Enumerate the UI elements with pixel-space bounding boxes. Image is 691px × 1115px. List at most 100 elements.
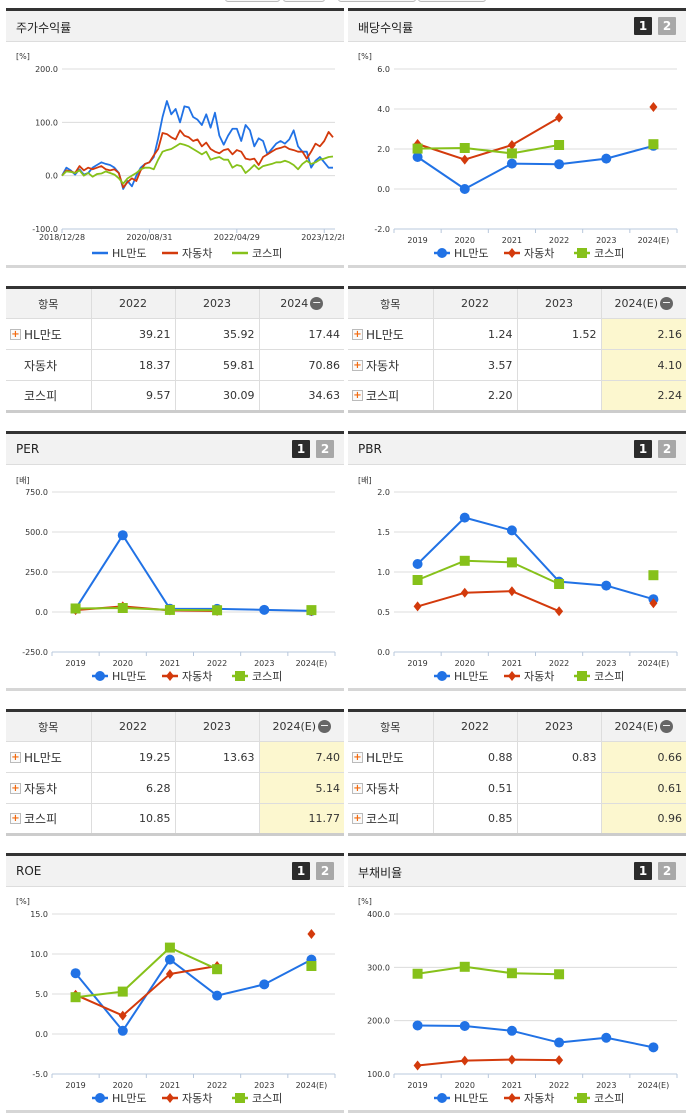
expand-plus-icon[interactable]: +	[352, 359, 363, 371]
hl-mando-point	[459, 512, 470, 523]
y-tick-label: 0.0	[377, 185, 390, 194]
value-cell: 34.63	[259, 380, 344, 412]
legend-item: HL만도	[434, 670, 489, 683]
row-label: HL만도	[366, 750, 404, 765]
value-cell: 17.44	[259, 318, 344, 350]
pbr-table: 항목 2022 2023 2024(E) − + HL만도 0.88 0.83 0.66 + 자동차 0…	[348, 709, 686, 836]
x-tick-label: 2021	[502, 236, 522, 245]
column-header: 2023	[517, 287, 602, 319]
row-label-cell: + HL만도	[348, 741, 434, 773]
page-1-button[interactable]: 1	[634, 17, 652, 35]
page-1-button[interactable]: 1	[634, 862, 652, 880]
page-1-button[interactable]: 1	[292, 440, 310, 458]
column-header: 2023	[517, 710, 602, 742]
table-row: + 코스피 0.85 0.96	[348, 803, 686, 835]
x-tick-label: 2024(E)	[638, 236, 670, 245]
y-tick-label: 2.0	[377, 488, 390, 497]
x-tick-label: 2022	[549, 659, 569, 668]
y-tick-label: 100.0	[35, 118, 58, 127]
x-tick-label: 2019	[407, 659, 427, 668]
kospi-point	[554, 969, 565, 980]
hl-mando-point	[459, 1021, 470, 1031]
expand-plus-icon[interactable]: +	[352, 782, 363, 794]
value-cell: 30.09	[175, 380, 260, 412]
legend-item: HL만도	[434, 247, 489, 260]
value-cell: 39.21	[91, 318, 176, 350]
table-header-row: 항목 2022 2023 2024(E) −	[348, 710, 686, 742]
kospi-point	[459, 143, 470, 153]
page-2-button[interactable]: 2	[316, 862, 334, 880]
column-header: 2024−	[259, 287, 344, 319]
collapse-minus-icon[interactable]: −	[660, 719, 674, 734]
legend-item: 코스피	[232, 1092, 282, 1105]
series-line	[417, 590, 560, 613]
value-cell: 18.37	[91, 349, 176, 381]
collapse-minus-icon[interactable]: −	[310, 296, 324, 311]
legend-label: 자동차	[524, 1092, 554, 1105]
row-label: 자동차	[24, 358, 58, 373]
top-button-1[interactable]	[225, 0, 280, 2]
expand-plus-icon[interactable]: +	[352, 813, 363, 824]
kospi-point	[412, 143, 423, 154]
column-header: 항목	[348, 287, 434, 319]
expand-plus-icon[interactable]: +	[10, 813, 21, 824]
expand-plus-icon[interactable]: +	[10, 751, 21, 763]
kospi-point	[70, 603, 81, 614]
table-row: 자동차 18.37 59.81 70.86	[6, 349, 344, 381]
kospi-point	[459, 555, 470, 566]
table-header-row: 항목 2022 2023 2024(E) −	[6, 710, 344, 742]
value-cell: 70.86	[259, 349, 344, 381]
per-chart: 750.0 500.0 250.0 0.0 -250.0 2019 2020 2021 2022…	[22, 488, 336, 683]
kospi-point	[554, 579, 565, 589]
row-label-cell: 코스피	[6, 380, 92, 412]
y-tick-label: 300.0	[367, 963, 390, 972]
x-tick-label: 2020	[455, 236, 475, 245]
row-label: 코스피	[24, 389, 58, 403]
collapse-minus-icon[interactable]: −	[318, 719, 332, 734]
expand-plus-icon[interactable]: +	[352, 751, 363, 763]
hl-mando-point	[117, 1025, 128, 1036]
column-header-label: 항목	[380, 297, 401, 311]
kospi-point	[577, 248, 587, 258]
table-row: + 코스피 2.20 2.24	[348, 380, 686, 412]
table-row: + 자동차 6.28 5.14	[6, 772, 344, 804]
series-line	[75, 965, 218, 1017]
expand-plus-icon[interactable]: +	[352, 390, 363, 401]
dividend-yield-chart: 6.0 4.0 2.0 0.0 -2.0 2019 2020 2021 2022 2023 2024…	[374, 65, 678, 260]
table-row: + 자동차 0.51 0.61	[348, 772, 686, 804]
page-1-button[interactable]: 1	[634, 440, 652, 458]
top-button-2[interactable]	[283, 0, 325, 2]
page-2-button[interactable]: 2	[658, 440, 676, 458]
collapse-minus-icon[interactable]: −	[660, 296, 674, 311]
value-cell: 2.16	[601, 318, 686, 350]
row-label-cell: + 자동차	[348, 349, 434, 381]
expand-plus-icon[interactable]: +	[10, 782, 21, 794]
legend-label: 코스피	[252, 1092, 282, 1105]
top-button-4[interactable]	[418, 0, 486, 2]
expand-plus-icon[interactable]: +	[10, 328, 21, 340]
hl-mando-point	[164, 954, 175, 965]
value-cell	[517, 772, 602, 804]
column-header: 2023	[175, 710, 260, 742]
y-tick-label: 0.0	[45, 172, 58, 181]
page-2-button[interactable]: 2	[658, 17, 676, 35]
kospi-point	[412, 968, 423, 979]
column-header: 2023	[175, 287, 260, 319]
kospi-point	[506, 557, 517, 568]
expand-plus-icon[interactable]: +	[352, 328, 363, 340]
top-button-3[interactable]	[338, 0, 416, 2]
y-tick-label: 750.0	[25, 488, 48, 497]
series-line	[417, 1058, 560, 1067]
legend-item: 자동차	[162, 247, 212, 260]
page-1-button[interactable]: 1	[292, 862, 310, 880]
y-tick-label: 1.0	[377, 568, 390, 577]
page-2-button[interactable]: 2	[316, 440, 334, 458]
legend-item: 자동차	[162, 1092, 212, 1105]
kospi-point	[412, 575, 423, 585]
page-2-button[interactable]: 2	[658, 862, 676, 880]
value-cell: 13.63	[175, 741, 260, 773]
kospi-point	[506, 148, 517, 159]
table-row: + HL만도 19.25 13.63 7.40	[6, 741, 344, 773]
